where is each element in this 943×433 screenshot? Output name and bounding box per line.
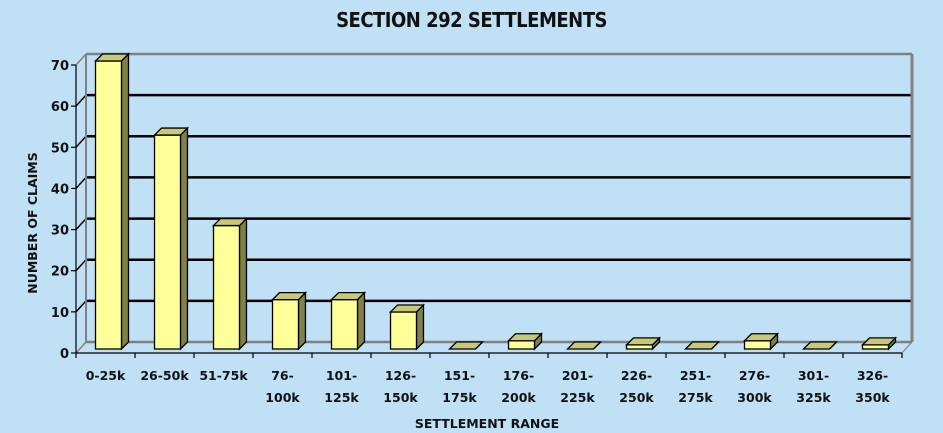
x-tick-label: 0-25k <box>86 368 126 383</box>
bar-301-325k <box>801 341 839 350</box>
depth-tick <box>75 53 87 66</box>
depth-tick <box>75 300 87 313</box>
bar-76-100k <box>270 291 308 351</box>
bar-51-75k <box>211 217 249 351</box>
chart-title: SECTION 292 SETTLEMENTS <box>336 8 607 32</box>
bar-276-300k <box>742 332 780 351</box>
y-axis-title: NUMBER OF CLAIMS <box>25 152 40 294</box>
x-tick-label: 51-75k <box>199 368 248 383</box>
x-tick-label: 326-350k <box>855 368 890 405</box>
bar-151-175k <box>447 341 485 350</box>
x-tick-label: 151-175k <box>442 368 477 405</box>
depth-tick <box>75 341 87 354</box>
depth-tick <box>75 259 87 272</box>
y-tick-label: 40 <box>51 182 69 197</box>
y-tick-label: 60 <box>51 100 69 115</box>
bar-26-50k <box>152 126 190 351</box>
bar-126-150k <box>388 303 426 351</box>
bar-201-225k <box>565 341 603 350</box>
y-tick-label: 50 <box>51 141 69 156</box>
depth-tick <box>75 94 87 107</box>
bar-176-200k <box>506 332 544 351</box>
x-tick-label: 226-250k <box>619 368 654 405</box>
x-axis-title: SETTLEMENT RANGE <box>415 416 559 431</box>
bar-0-25k <box>93 52 131 351</box>
floor-right-edge <box>901 341 913 354</box>
depth-tick <box>75 135 87 148</box>
y-tick-label: 70 <box>51 59 69 74</box>
bar-326-350k <box>860 336 898 351</box>
x-tick-label: 126-150k <box>383 368 418 405</box>
x-tick-label: 201-225k <box>560 368 595 405</box>
x-tick-label: 251-275k <box>678 368 713 405</box>
bar-226-250k <box>624 336 662 351</box>
y-tick-label: 10 <box>51 306 69 321</box>
bar-251-275k <box>683 341 721 350</box>
depth-tick <box>75 218 87 231</box>
bar-101-125k <box>329 291 367 351</box>
depth-tick <box>75 176 87 189</box>
x-tick-label: 101-125k <box>324 368 359 405</box>
x-tick-label: 76-100k <box>265 368 300 405</box>
y-tick-label: 0 <box>60 347 69 362</box>
y-tick-label: 30 <box>51 224 69 239</box>
x-tick-label: 26-50k <box>140 368 189 383</box>
y-tick-label: 20 <box>51 265 69 280</box>
x-tick-label: 276-300k <box>737 368 772 405</box>
x-tick-label: 176-200k <box>501 368 536 405</box>
x-tick-label: 301-325k <box>796 368 831 405</box>
